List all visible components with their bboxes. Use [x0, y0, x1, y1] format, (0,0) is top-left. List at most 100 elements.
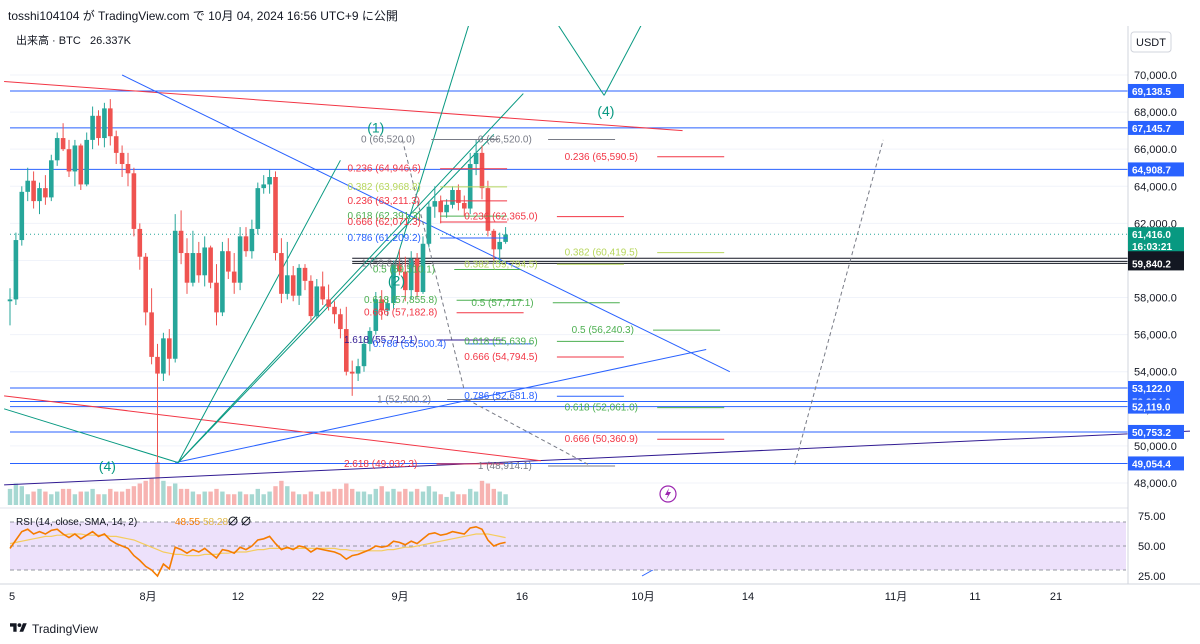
fib-level-label: 0.382 (59,794.5): [464, 259, 537, 270]
volume-bar: [84, 491, 89, 505]
candle-body: [290, 275, 296, 296]
fib-level-label: 0.618 (55,639.6): [464, 336, 537, 347]
x-tick-label: 21: [1050, 591, 1062, 603]
candle-body: [66, 149, 72, 172]
candle-body: [320, 286, 325, 300]
wave-label: (4): [99, 458, 116, 474]
y-tick-label: 64,000.0: [1134, 181, 1177, 193]
price-tag-text: 59,840.2: [1132, 259, 1171, 270]
candle-body: [279, 253, 284, 294]
dashed-projection: [467, 399, 589, 465]
volume-bar: [37, 488, 42, 505]
x-tick-label: 11: [969, 591, 980, 603]
candle-body: [420, 243, 426, 292]
volume-bar: [31, 491, 36, 505]
candle-body: [102, 108, 107, 139]
price-tag-countdown: 16:03:21: [1132, 242, 1172, 253]
volume-bar: [426, 486, 432, 505]
volume-bar: [137, 483, 142, 505]
legend: 出来高 · BTC 26.337K RSI (14, close, SMA, 14,…: [16, 33, 251, 528]
volume-bar: [462, 494, 467, 505]
candle-body: [444, 204, 449, 213]
green-fan-line: [3, 408, 179, 464]
x-tick-label: 8月: [139, 591, 156, 603]
candle-body: [326, 299, 331, 307]
time-axis[interactable]: 5 8月 12 22 9月 16 10月 14 11月 11 21: [0, 583, 1200, 603]
candle-body: [267, 177, 272, 185]
volume-bar: [167, 486, 172, 505]
volume-bar: [332, 488, 337, 505]
wave-label: (1): [367, 119, 384, 135]
candle-body: [161, 338, 166, 374]
x-tick-label: 12: [232, 591, 244, 603]
chart-canvas[interactable]: 25.00 50.00 75.00 0 (66,520.0) 0.236 (64,94…: [0, 26, 1200, 614]
fib-level-label: 0.382 (63,968.8): [347, 182, 420, 193]
volume-bar: [108, 488, 113, 505]
tradingview-brand[interactable]: TradingView: [32, 622, 99, 636]
volume-bars: [7, 462, 508, 505]
volume-bar: [403, 488, 408, 505]
candle-body: [149, 312, 154, 357]
price-tag-text: 64,908.7: [1132, 165, 1171, 176]
candle-body: [220, 251, 225, 313]
candle-body: [385, 303, 390, 311]
candle-body: [450, 189, 455, 205]
dashed-projection: [794, 139, 884, 465]
candle-body: [462, 202, 467, 209]
volume-bar: [155, 462, 160, 505]
volume-bar: [43, 491, 48, 505]
y-tick-label: 48,000.0: [1134, 478, 1177, 490]
volume-bar: [308, 491, 314, 505]
volume-bar: [261, 494, 266, 505]
price-tag: [1128, 456, 1184, 471]
volume-bar: [184, 488, 190, 505]
fib-level-label: 1 (59,840.2): [361, 258, 415, 269]
candle-body: [391, 264, 396, 304]
price-axis[interactable]: USDT48,000.050,000.052,000.054,000.056,0…: [1127, 26, 1184, 584]
blue-rising-line: [175, 348, 707, 464]
candle-body: [367, 330, 373, 344]
candle-body: [408, 258, 414, 291]
candle-body: [54, 138, 60, 161]
candle-body: [467, 164, 473, 209]
fib-level-label: 1.618 (55,712.1): [344, 335, 417, 346]
candle-body: [7, 299, 13, 302]
volume-bar: [379, 486, 384, 505]
candle-body: [25, 180, 30, 192]
grid-lines: [0, 74, 1128, 509]
volume-bar: [226, 494, 231, 505]
candle-body: [397, 264, 402, 272]
candle-body: [131, 173, 137, 229]
candle-body: [338, 314, 343, 330]
candle-body: [96, 115, 101, 139]
trend-drawings: [3, 26, 1191, 503]
volume-bar: [196, 494, 201, 505]
x-tick-label: 14: [742, 591, 754, 603]
volume-bar: [131, 486, 137, 505]
candle-body: [285, 275, 290, 294]
volume-bar: [202, 491, 207, 505]
volume-bar: [19, 486, 24, 505]
eye-off-icon: [228, 516, 238, 526]
publish-header: tosshi104104 が TradingView.com で 10月 04,…: [0, 0, 1200, 26]
volume-bar: [320, 491, 325, 505]
fib-level-label: 0.786 (55,500.4): [373, 339, 446, 350]
fib-level-label: 0.666 (54,794.5): [464, 352, 537, 363]
volume-bar: [420, 491, 426, 505]
volume-bar: [391, 488, 396, 505]
volume-bar: [355, 491, 361, 505]
tradingview-logo-icon[interactable]: [10, 621, 27, 635]
rsi-pane: 25.00 50.00 75.00: [9, 511, 1166, 583]
fib-level-label: 0.618 (62,391.3): [347, 211, 420, 222]
red-trendline: [4, 80, 683, 132]
fib-level-label: 0.786 (61,209.2): [347, 233, 420, 244]
fib-level-label: 0.5 (56,240.3): [572, 325, 634, 336]
fib-level-label: 0.618 (57,855.8): [364, 295, 437, 306]
fib-level-label: 0.382 (60,419.5): [565, 248, 638, 259]
candle-body: [349, 371, 355, 374]
candle-body: [332, 306, 337, 315]
candle-body: [84, 139, 89, 185]
candle-body: [426, 206, 432, 244]
projection-path: [558, 26, 605, 96]
green-fan-line: [177, 93, 524, 463]
